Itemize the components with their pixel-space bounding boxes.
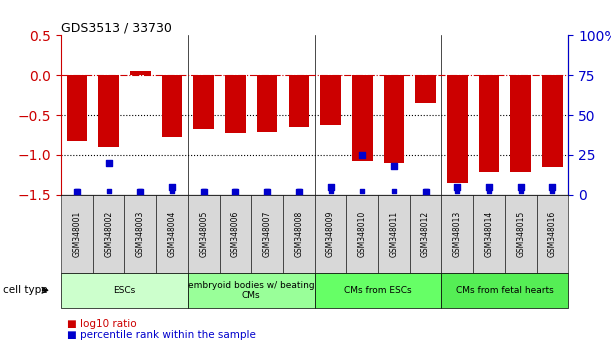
Text: GSM348016: GSM348016 — [548, 211, 557, 257]
Point — [167, 184, 177, 190]
Text: ■ log10 ratio: ■ log10 ratio — [67, 319, 137, 329]
Bar — [283, 195, 315, 273]
Bar — [93, 195, 125, 273]
Bar — [542, 75, 563, 167]
Point — [516, 188, 525, 194]
Text: GSM348008: GSM348008 — [295, 211, 303, 257]
Text: GSM348014: GSM348014 — [485, 211, 494, 257]
Point — [547, 184, 557, 190]
Bar — [410, 195, 441, 273]
Point — [389, 163, 399, 169]
Text: GSM348003: GSM348003 — [136, 210, 145, 257]
Bar — [98, 75, 119, 147]
Text: GSM348009: GSM348009 — [326, 210, 335, 257]
Point — [136, 188, 145, 194]
Point — [104, 188, 114, 194]
Bar — [162, 75, 182, 137]
Text: GDS3513 / 33730: GDS3513 / 33730 — [61, 21, 172, 34]
Point — [326, 188, 335, 194]
Text: GSM348005: GSM348005 — [199, 210, 208, 257]
Point — [421, 188, 431, 194]
Point — [357, 188, 367, 194]
Point — [516, 184, 525, 190]
Point — [167, 188, 177, 194]
Bar — [315, 273, 441, 308]
Point — [357, 152, 367, 158]
Point — [484, 188, 494, 194]
Text: GSM348013: GSM348013 — [453, 211, 462, 257]
Text: GSM348012: GSM348012 — [421, 211, 430, 257]
Point — [230, 189, 240, 194]
Bar — [257, 75, 277, 132]
Point — [389, 188, 399, 194]
Point — [72, 189, 82, 194]
Point — [72, 188, 82, 194]
Bar — [473, 195, 505, 273]
Bar — [315, 195, 346, 273]
Text: GSM348001: GSM348001 — [73, 211, 81, 257]
Text: GSM348004: GSM348004 — [167, 210, 177, 257]
Point — [547, 188, 557, 194]
Text: GSM348006: GSM348006 — [231, 210, 240, 257]
Point — [104, 160, 114, 166]
Text: cell type: cell type — [3, 285, 48, 295]
Bar — [441, 273, 568, 308]
Point — [326, 184, 335, 190]
Point — [199, 189, 208, 194]
Text: ESCs: ESCs — [114, 286, 136, 295]
Bar — [130, 71, 151, 75]
Text: CMs from fetal hearts: CMs from fetal hearts — [456, 286, 554, 295]
Bar — [378, 195, 410, 273]
Point — [452, 188, 462, 194]
Point — [452, 184, 462, 190]
Bar — [125, 195, 156, 273]
Point — [421, 189, 431, 194]
Bar — [188, 273, 315, 308]
Bar — [441, 195, 473, 273]
Text: CMs from ESCs: CMs from ESCs — [344, 286, 412, 295]
Bar — [447, 75, 467, 183]
Bar — [188, 195, 219, 273]
Point — [262, 189, 272, 194]
Bar — [251, 195, 283, 273]
Point — [230, 188, 240, 194]
Bar — [415, 75, 436, 103]
Bar — [61, 273, 188, 308]
Bar — [156, 195, 188, 273]
Bar — [225, 75, 246, 133]
Point — [262, 188, 272, 194]
Point — [294, 189, 304, 194]
Text: GSM348010: GSM348010 — [357, 211, 367, 257]
Text: GSM348011: GSM348011 — [389, 211, 398, 257]
Text: embryoid bodies w/ beating
CMs: embryoid bodies w/ beating CMs — [188, 281, 315, 300]
Bar — [505, 195, 536, 273]
Bar — [478, 75, 499, 172]
Text: ■ percentile rank within the sample: ■ percentile rank within the sample — [67, 330, 256, 339]
Bar — [536, 195, 568, 273]
Text: GSM348007: GSM348007 — [263, 210, 272, 257]
Point — [294, 188, 304, 194]
Bar — [346, 195, 378, 273]
Point — [136, 189, 145, 194]
Text: GSM348002: GSM348002 — [104, 211, 113, 257]
Point — [484, 184, 494, 190]
Bar — [384, 75, 404, 163]
Bar — [288, 75, 309, 127]
Bar — [510, 75, 531, 172]
Text: GSM348015: GSM348015 — [516, 211, 525, 257]
Bar — [61, 195, 93, 273]
Bar — [352, 75, 373, 161]
Bar — [67, 75, 87, 141]
Bar — [219, 195, 251, 273]
Point — [199, 188, 208, 194]
Bar — [320, 75, 341, 125]
Bar — [194, 75, 214, 129]
